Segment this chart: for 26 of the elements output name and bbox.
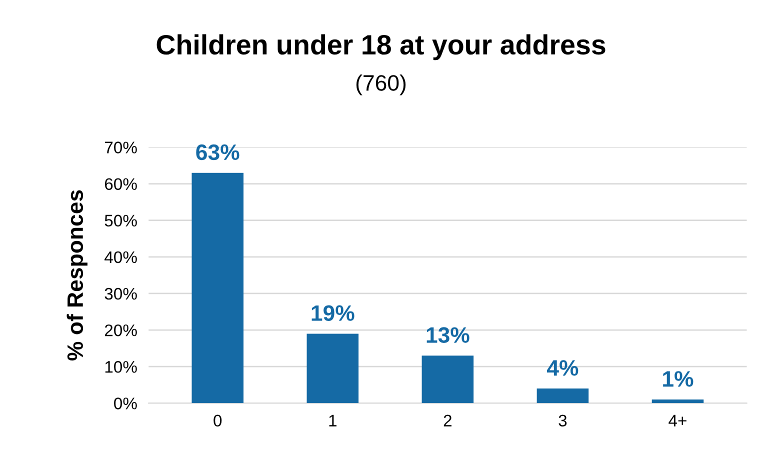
x-tick-label: 2 xyxy=(444,414,452,426)
bar xyxy=(306,334,359,404)
y-axis-title: % of Responces xyxy=(66,190,88,360)
x-tick-label: 4+ xyxy=(668,414,686,426)
data-label: 4% xyxy=(546,360,578,376)
data-label: 63% xyxy=(196,144,240,160)
x-tick-label: 1 xyxy=(329,414,336,426)
y-tick-label: 10% xyxy=(105,361,137,373)
x-tick-label: 0 xyxy=(214,414,222,427)
bar xyxy=(652,400,704,404)
y-tick-label: 0% xyxy=(114,398,137,410)
data-label: 19% xyxy=(312,305,354,321)
y-tick-label: 70% xyxy=(104,142,137,154)
y-tick-label: 20% xyxy=(104,324,137,336)
y-tick-label: 30% xyxy=(104,288,137,300)
bar xyxy=(192,172,244,404)
chart-title: Children under 18 at your address xyxy=(156,34,606,60)
bar xyxy=(536,388,589,404)
chart-subtitle: (760) xyxy=(356,74,406,96)
y-tick-label: 50% xyxy=(104,214,137,227)
y-tick-label: 60% xyxy=(104,178,137,190)
bar xyxy=(422,356,474,404)
y-tick-label: 40% xyxy=(104,251,137,264)
data-label: 13% xyxy=(426,327,470,343)
x-tick-label: 3 xyxy=(558,414,567,427)
data-label: 1% xyxy=(663,371,694,387)
